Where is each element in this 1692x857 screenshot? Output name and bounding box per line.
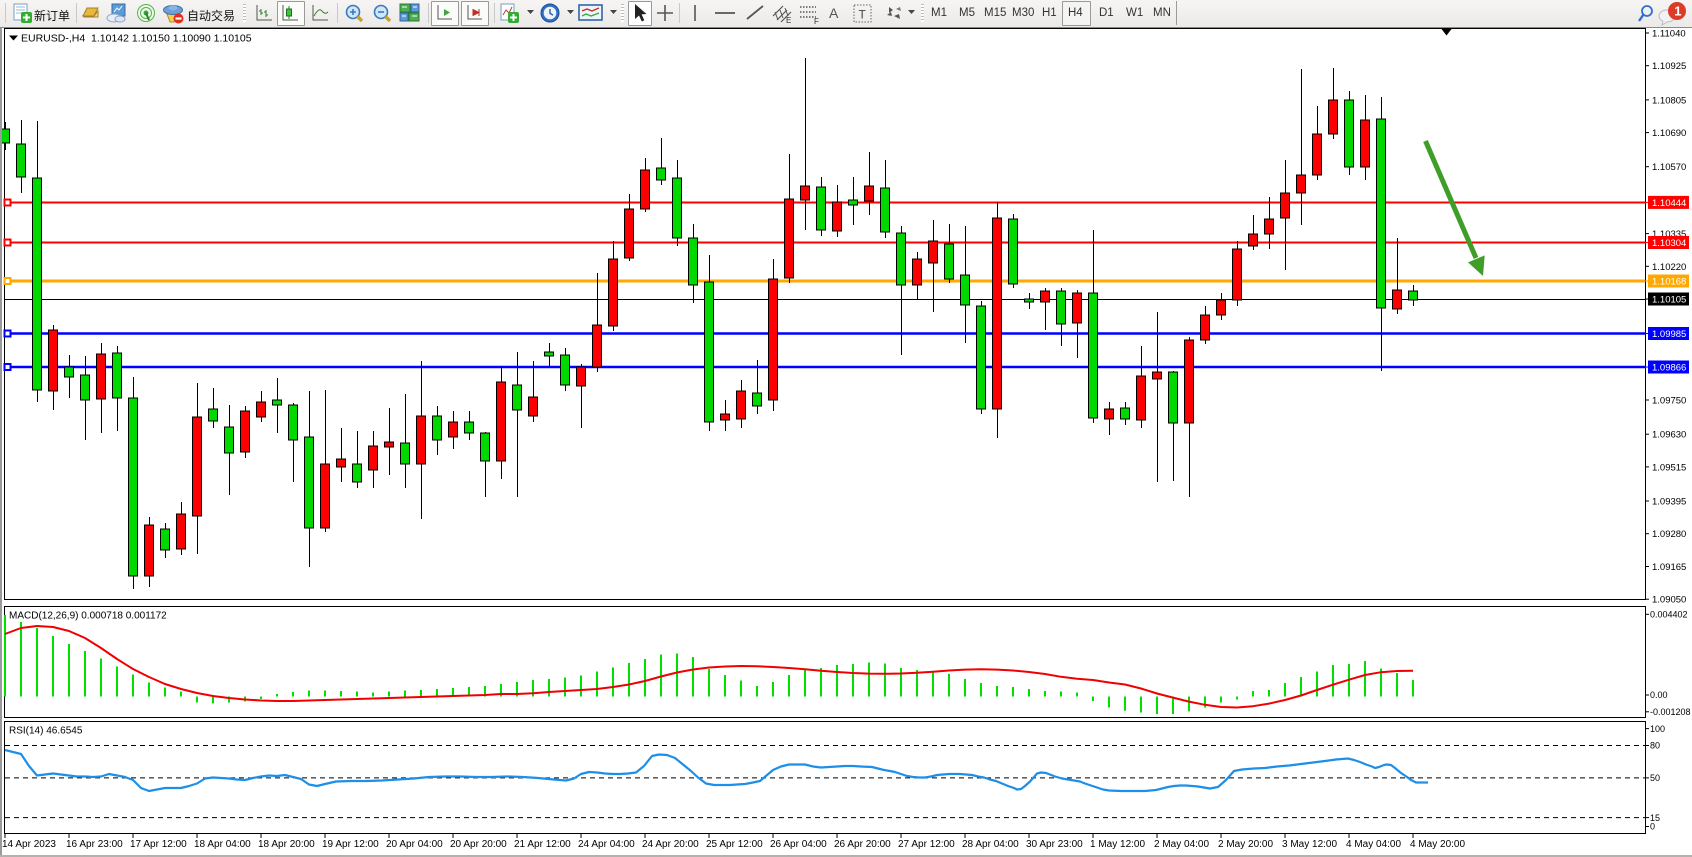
svg-text:1.10690: 1.10690 [1652, 128, 1686, 139]
svg-text:1.11040: 1.11040 [1652, 29, 1686, 40]
svg-text:100: 100 [1650, 724, 1665, 734]
svg-text:1.10168: 1.10168 [1652, 277, 1686, 288]
svg-text:28 Apr 04:00: 28 Apr 04:00 [962, 839, 1019, 850]
svg-text:1.10444: 1.10444 [1652, 198, 1686, 209]
svg-text:1.09985: 1.09985 [1652, 329, 1686, 340]
svg-text:18 Apr 04:00: 18 Apr 04:00 [194, 839, 251, 850]
svg-text:1.09050: 1.09050 [1652, 595, 1686, 606]
svg-text:18 Apr 20:00: 18 Apr 20:00 [258, 839, 315, 850]
svg-text:T: T [859, 8, 867, 22]
svg-text:15: 15 [1650, 813, 1660, 823]
svg-text:1.10570: 1.10570 [1652, 162, 1686, 173]
svg-text:24 Apr 20:00: 24 Apr 20:00 [642, 839, 699, 850]
svg-text:RSI(14) 46.6545: RSI(14) 46.6545 [9, 726, 83, 737]
svg-text:F: F [814, 17, 819, 25]
svg-text:1: 1 [1674, 4, 1681, 19]
svg-text:1.09165: 1.09165 [1652, 562, 1686, 573]
svg-text:4 May 20:00: 4 May 20:00 [1410, 839, 1465, 850]
svg-text:30 Apr 23:00: 30 Apr 23:00 [1026, 839, 1083, 850]
svg-text:16 Apr 23:00: 16 Apr 23:00 [66, 839, 123, 850]
svg-text:-0.001208: -0.001208 [1650, 707, 1691, 717]
svg-text:2 May 20:00: 2 May 20:00 [1218, 839, 1273, 850]
svg-text:27 Apr 12:00: 27 Apr 12:00 [898, 839, 955, 850]
svg-text:1.09515: 1.09515 [1652, 462, 1686, 473]
svg-text:26 Apr 04:00: 26 Apr 04:00 [770, 839, 827, 850]
svg-text:1.10805: 1.10805 [1652, 95, 1686, 106]
svg-text:1.09395: 1.09395 [1652, 497, 1686, 508]
svg-text:2 May 04:00: 2 May 04:00 [1154, 839, 1209, 850]
svg-text:E: E [786, 16, 791, 25]
svg-text:MACD(12,26,9) 0.000718 0.00117: MACD(12,26,9) 0.000718 0.001172 [9, 611, 167, 622]
svg-text:25 Apr 12:00: 25 Apr 12:00 [706, 839, 763, 850]
svg-text:1 May 12:00: 1 May 12:00 [1090, 839, 1145, 850]
svg-text:1.10105: 1.10105 [1652, 295, 1686, 306]
svg-text:20 Apr 04:00: 20 Apr 04:00 [386, 839, 443, 850]
svg-text:1.10220: 1.10220 [1652, 262, 1686, 273]
svg-text:14 Apr 2023: 14 Apr 2023 [2, 839, 56, 850]
svg-text:24 Apr 04:00: 24 Apr 04:00 [578, 839, 635, 850]
svg-text:26 Apr 20:00: 26 Apr 20:00 [834, 839, 891, 850]
svg-text:50: 50 [1650, 773, 1660, 783]
svg-text:1.09630: 1.09630 [1652, 430, 1686, 441]
svg-text:1.10335: 1.10335 [1652, 229, 1686, 240]
svg-text:80: 80 [1650, 741, 1660, 751]
svg-text:19 Apr 12:00: 19 Apr 12:00 [322, 839, 379, 850]
svg-text:1.09866: 1.09866 [1652, 363, 1686, 374]
svg-text:1.09280: 1.09280 [1652, 529, 1686, 540]
svg-text:0.00: 0.00 [1650, 690, 1668, 700]
svg-text:17 Apr 12:00: 17 Apr 12:00 [130, 839, 187, 850]
svg-text:4 May 04:00: 4 May 04:00 [1346, 839, 1401, 850]
svg-text:3 May 12:00: 3 May 12:00 [1282, 839, 1337, 850]
svg-text:1.10925: 1.10925 [1652, 61, 1686, 72]
svg-text:0.004402: 0.004402 [1650, 610, 1688, 620]
svg-text:20 Apr 20:00: 20 Apr 20:00 [450, 839, 507, 850]
svg-text:1.09750: 1.09750 [1652, 396, 1686, 407]
svg-text:EURUSD-,H4 1.10142 1.10150 1.: EURUSD-,H4 1.10142 1.10150 1.10090 1.101… [21, 33, 252, 45]
svg-text:21 Apr 12:00: 21 Apr 12:00 [514, 839, 571, 850]
svg-text:1.10304: 1.10304 [1652, 238, 1686, 249]
svg-text:0: 0 [1650, 822, 1655, 832]
